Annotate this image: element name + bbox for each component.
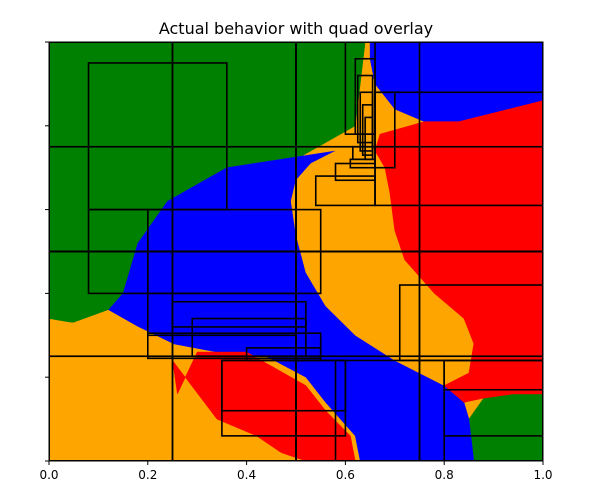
- quad-cell-31: [374, 91, 543, 207]
- quad-cell-12: [295, 355, 421, 461]
- quad-cell-34: [171, 300, 307, 328]
- quad-cell-36: [147, 332, 322, 360]
- quad-cell-43: [334, 359, 445, 461]
- x-tick-label-1: 0.2: [138, 468, 157, 482]
- x-axis: 0.0 0.2 0.4 0.6 0.8 1.0: [39, 461, 553, 482]
- y-axis: [45, 41, 49, 462]
- quad-cell-33: [147, 292, 297, 337]
- quad-cell-8: [49, 355, 174, 461]
- x-tick-label-2: 0.4: [237, 468, 256, 482]
- quad-cell-19: [49, 145, 174, 253]
- quad-cell-35: [191, 317, 307, 358]
- region-red-7: [172, 351, 356, 461]
- x-tick-label-0: 0.0: [39, 468, 58, 482]
- chart-title: Actual behavior with quad overlay: [159, 19, 433, 38]
- region-green-1: [468, 393, 543, 461]
- x-tick-label-3: 0.6: [336, 468, 355, 482]
- plot-frame: [48, 41, 544, 462]
- quad-overlay: [49, 42, 543, 461]
- quad-cell-42: [221, 359, 347, 412]
- quad-cell-45: [87, 62, 228, 211]
- x-tick-label-5: 1.0: [533, 468, 552, 482]
- x-tick-label-4: 0.8: [435, 468, 454, 482]
